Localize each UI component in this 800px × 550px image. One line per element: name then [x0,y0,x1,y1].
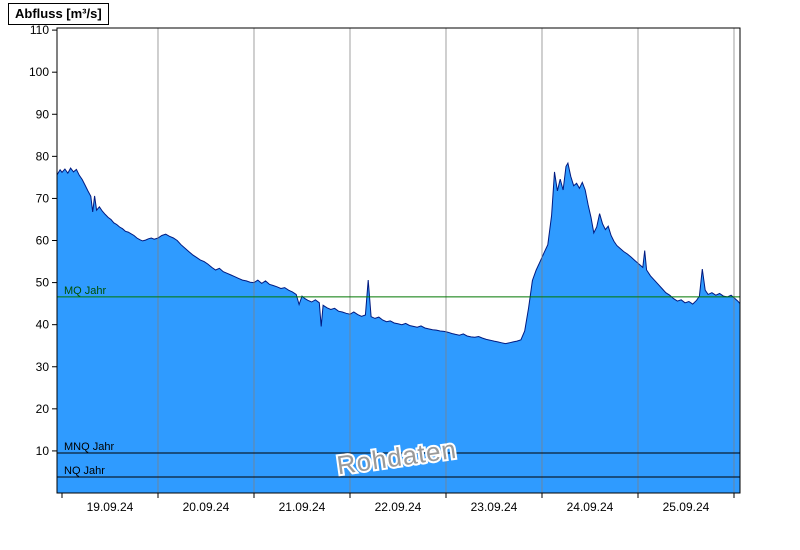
x-tick-label: 20.09.24 [183,500,230,514]
y-tick-label: 60 [36,234,50,248]
y-tick-label: 100 [29,65,49,79]
y-tick-label: 20 [36,402,50,416]
y-tick-label: 90 [36,107,50,121]
x-tick-label: 23.09.24 [471,500,518,514]
reference-label-mnq: MNQ Jahr [64,441,114,453]
discharge-area [57,163,740,493]
x-tick-label: 21.09.24 [279,500,326,514]
y-tick-label: 80 [36,149,50,163]
y-tick-label: 50 [36,276,50,290]
x-tick-label: 22.09.24 [375,500,422,514]
reference-label-mq: MQ Jahr [64,285,107,297]
x-tick-label: 19.09.24 [87,500,134,514]
x-tick-label: 25.09.24 [663,500,710,514]
y-tick-label: 10 [36,444,50,458]
reference-label-nq: NQ Jahr [64,465,105,477]
y-tick-label: 70 [36,191,50,205]
y-tick-label: 110 [30,23,49,37]
y-tick-label: 30 [36,360,50,374]
discharge-line [56,161,741,345]
chart-title: Abfluss [m³/s] [8,3,109,25]
y-tick-label: 40 [36,318,50,332]
plot-border [56,27,741,494]
x-tick-label: 24.09.24 [567,500,614,514]
